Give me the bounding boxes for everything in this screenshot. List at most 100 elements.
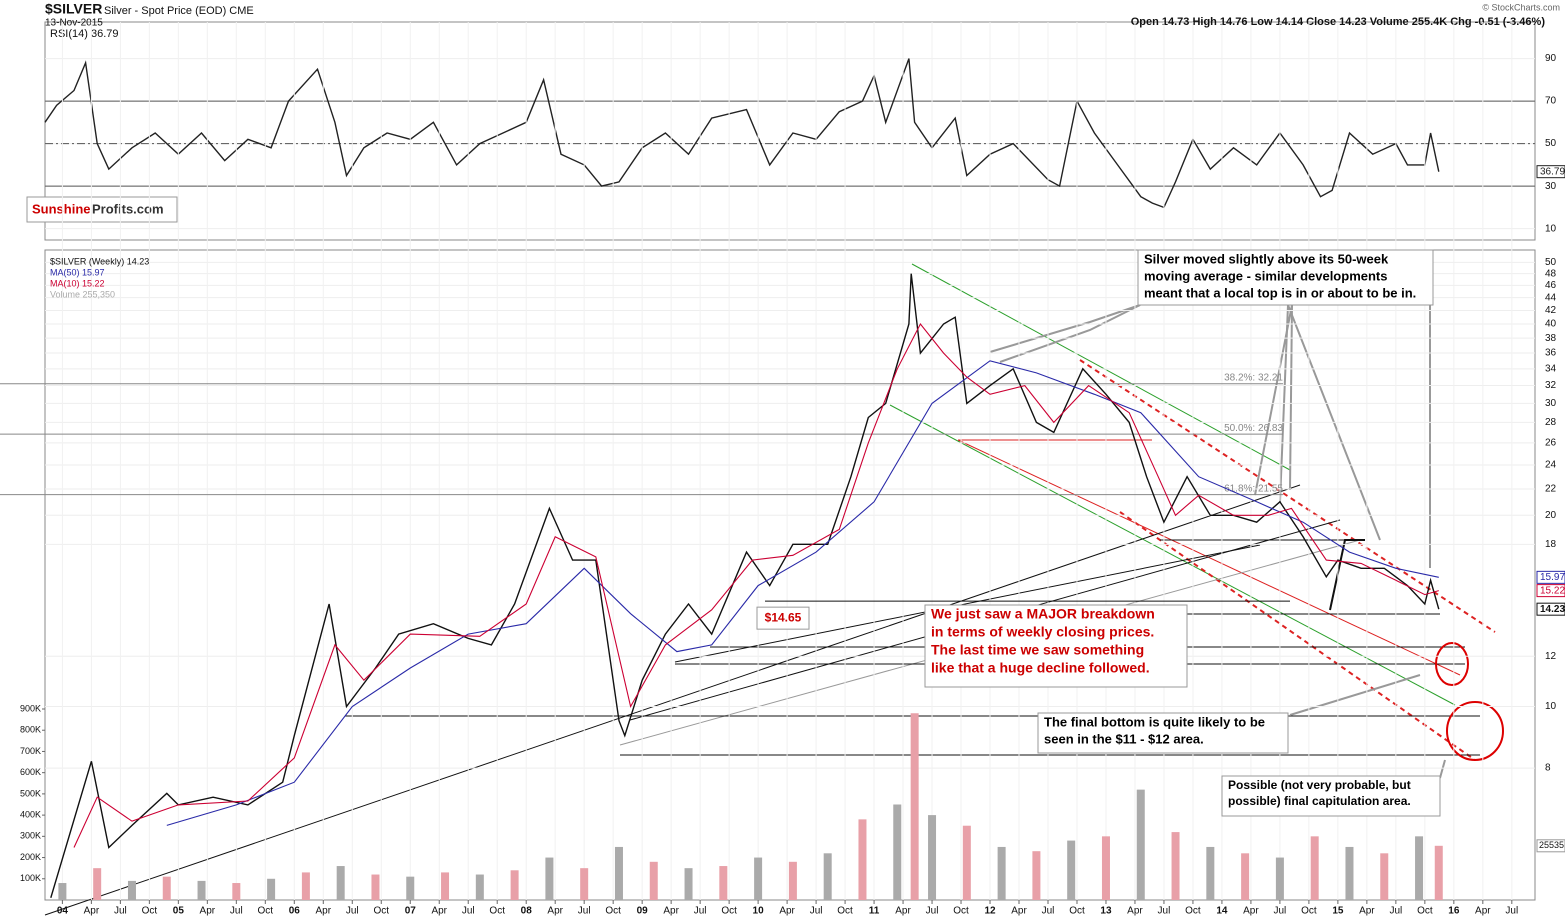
volume-bar	[1345, 846, 1354, 900]
x-tick-label: Oct	[258, 906, 274, 917]
last-value-label: 14.23	[1540, 604, 1565, 615]
x-tick-label: Jul	[346, 906, 359, 917]
y2-tick-label: 200K	[20, 852, 41, 862]
volume-bar	[823, 853, 832, 900]
x-tick-label: Apr	[663, 906, 679, 917]
x-tick-label: Oct	[489, 906, 505, 917]
y-tick-label: 90	[1545, 53, 1557, 64]
volume-bar	[1171, 832, 1180, 900]
volume-box-label: 25535	[1539, 840, 1564, 850]
y-tick-label: 50	[1545, 138, 1557, 149]
annotation-text: seen in the $11 - $12 area.	[1044, 731, 1204, 746]
y2-tick-label: 100K	[20, 873, 41, 883]
x-tick-label: Oct	[1417, 906, 1433, 917]
x-tick-label: Oct	[142, 906, 158, 917]
series-line	[50, 273, 1440, 898]
x-tick-label: Apr	[1243, 906, 1259, 917]
volume-bar	[910, 713, 919, 900]
volume-bar	[754, 857, 763, 900]
trend-line	[911, 263, 1291, 471]
legend-entry: RSI(14) 36.79	[50, 28, 118, 40]
y-tick-label: 10	[1545, 701, 1557, 712]
volume-bar	[1241, 853, 1250, 900]
annotation-text: The last time we saw something	[931, 642, 1144, 658]
volume-bar	[58, 883, 67, 900]
x-tick-label: 09	[637, 906, 649, 917]
symbol: $SILVER	[45, 1, 102, 17]
y-tick-label: 46	[1545, 280, 1557, 291]
volume-bar	[893, 804, 902, 900]
pointer	[1289, 674, 1421, 716]
series-line	[73, 322, 1439, 848]
annotation-box	[1037, 712, 1289, 754]
annotation-box	[1221, 775, 1441, 817]
volume-bar	[719, 866, 728, 900]
volume-bar	[232, 883, 241, 900]
y2-tick-label: 600K	[20, 767, 41, 777]
annotation-text: Possible (not very probable, but	[1228, 778, 1411, 792]
annotation-text: possible) final capitulation area.	[1228, 794, 1411, 808]
target-circle	[1435, 642, 1469, 686]
x-tick-label: Apr	[895, 906, 911, 917]
x-tick-label: Oct	[837, 906, 853, 917]
trend-line	[674, 544, 1261, 663]
x-tick-label: Jul	[810, 906, 823, 917]
triangle	[1329, 539, 1365, 611]
y2-tick-label: 300K	[20, 831, 41, 841]
x-tick-label: Apr	[1127, 906, 1143, 917]
volume-bar	[1067, 840, 1076, 900]
y-tick-label: 38	[1545, 333, 1557, 344]
volume-bar	[336, 866, 345, 900]
x-tick-label: 14	[1216, 906, 1228, 917]
pointer	[1439, 759, 1446, 779]
volume-bar	[1434, 845, 1443, 900]
x-tick-label: 10	[753, 906, 765, 917]
y-tick-label: 42	[1545, 305, 1557, 316]
x-tick-label: Oct	[721, 906, 737, 917]
y-tick-label: 20	[1545, 510, 1557, 521]
y-tick-label: 22	[1545, 484, 1557, 495]
rsi-panel	[44, 21, 1536, 241]
y-tick-label: 26	[1545, 437, 1557, 448]
fib-label: 50.0%: 26.83	[1224, 423, 1283, 434]
trend-line	[44, 484, 1301, 916]
fib-label: 61.8%: 21.55	[1224, 483, 1283, 494]
volume-bar	[684, 868, 693, 900]
legend-entry: MA(50) 15.97	[50, 267, 105, 277]
y-tick-label: 18	[1545, 539, 1557, 550]
credit: © StockCharts.com	[1482, 2, 1560, 12]
x-tick-label: 08	[521, 906, 533, 917]
series-line	[166, 360, 1439, 826]
date: 13-Nov-2015	[45, 18, 103, 29]
x-tick-label: Apr	[1011, 906, 1027, 917]
last-value-label: 15.22	[1540, 585, 1565, 596]
y-tick-label: 70	[1545, 96, 1557, 107]
x-tick-label: Jul	[1389, 906, 1402, 917]
volume-bar	[406, 876, 415, 900]
x-tick-label: Oct	[1301, 906, 1317, 917]
x-tick-label: Apr	[200, 906, 216, 917]
volume-bar	[475, 874, 484, 900]
volume-bar	[1101, 836, 1110, 900]
annotation-box	[924, 604, 1188, 688]
volume-bar	[997, 846, 1006, 900]
x-tick-label: Oct	[953, 906, 969, 917]
x-tick-label: 16	[1448, 906, 1460, 917]
y-tick-label: 10	[1545, 223, 1557, 234]
annotation-text: We just saw a MAJOR breakdown	[931, 606, 1155, 622]
volume-bar	[614, 846, 623, 900]
x-tick-label: 12	[984, 906, 996, 917]
annotation-text: The final bottom is quite likely to be	[1044, 714, 1265, 729]
x-tick-label: Jul	[1274, 906, 1287, 917]
y-tick-label: 30	[1545, 181, 1557, 192]
volume-bar	[928, 815, 937, 900]
x-tick-label: 15	[1332, 906, 1344, 917]
volume-bar	[858, 819, 867, 900]
y-tick-label: 36	[1545, 348, 1557, 359]
last-value-box	[1536, 584, 1565, 598]
trend-line	[957, 439, 1461, 676]
pointer	[999, 304, 1141, 363]
volume-bar	[197, 880, 206, 900]
